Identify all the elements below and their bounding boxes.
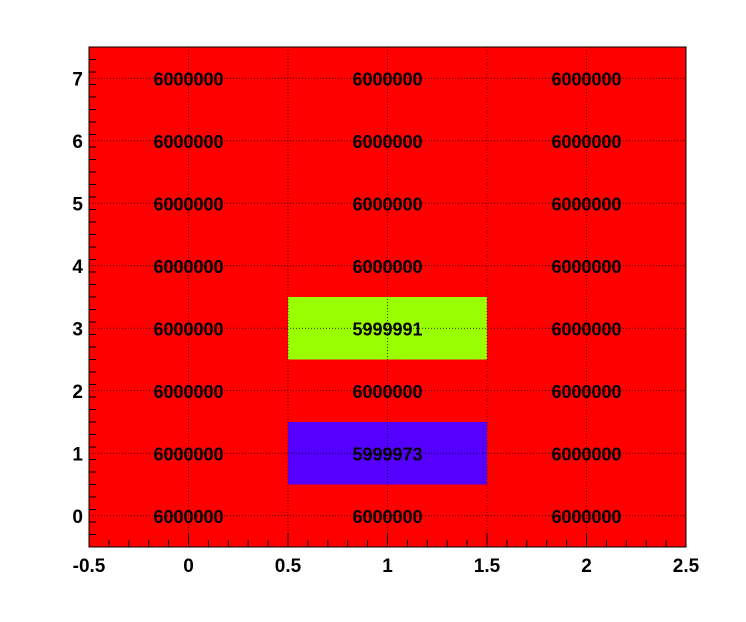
y-axis: 0 1 2 3 4 5 6 7 bbox=[72, 46, 96, 548]
heatmap-cell bbox=[288, 47, 487, 110]
cell-value-label: 5999991 bbox=[352, 319, 422, 339]
x-axis: -0.5 0 0.5 1 1.5 2 2.5 bbox=[73, 533, 700, 577]
y-tick-label: 7 bbox=[72, 69, 83, 90]
y-tick-label: 1 bbox=[72, 444, 83, 465]
cell-value-label: 6000000 bbox=[551, 69, 621, 89]
y-tick-label: 3 bbox=[72, 319, 83, 340]
cell-value-label: 6000000 bbox=[551, 507, 621, 527]
x-tick-label: 0.5 bbox=[275, 556, 302, 577]
cell-value-label: 6000000 bbox=[551, 194, 621, 214]
y-tick-label: 0 bbox=[72, 507, 83, 528]
heatmap-cell bbox=[288, 297, 487, 360]
cell-value-label: 6000000 bbox=[153, 194, 223, 214]
cell-value-label: 6000000 bbox=[551, 319, 621, 339]
cell-value-label: 6000000 bbox=[153, 257, 223, 277]
heatmap-cell bbox=[487, 297, 686, 360]
cell-value-label: 6000000 bbox=[352, 257, 422, 277]
cell-value-label: 6000000 bbox=[551, 382, 621, 402]
heatmap-cell bbox=[487, 234, 686, 297]
y-tick-label: 2 bbox=[72, 382, 83, 403]
cell-value-label: 6000000 bbox=[551, 132, 621, 152]
cell-value-label: 5999973 bbox=[352, 444, 422, 464]
heatmap-cell bbox=[288, 234, 487, 297]
cell-value-label: 6000000 bbox=[153, 132, 223, 152]
heatmap-cell bbox=[487, 422, 686, 485]
y-tick-label: 5 bbox=[72, 194, 83, 215]
x-tick-label: 2.5 bbox=[673, 556, 700, 577]
cell-value-labels: 6000000 6000000 6000000 6000000 5999973 60000… bbox=[153, 69, 621, 527]
heatmap-cell bbox=[288, 359, 487, 422]
cell-value-label: 6000000 bbox=[153, 382, 223, 402]
cell-value-label: 6000000 bbox=[153, 444, 223, 464]
x-tick-label: 1 bbox=[382, 556, 393, 577]
heatmap-cell bbox=[288, 422, 487, 485]
cell-value-label: 6000000 bbox=[153, 507, 223, 527]
cell-value-label: 6000000 bbox=[352, 194, 422, 214]
cell-value-label: 6000000 bbox=[352, 132, 422, 152]
cell-value-label: 6000000 bbox=[352, 507, 422, 527]
x-tick-label: -0.5 bbox=[73, 556, 106, 577]
heatmap-cell bbox=[487, 47, 686, 110]
cell-value-label: 6000000 bbox=[352, 382, 422, 402]
cell-value-label: 6000000 bbox=[153, 319, 223, 339]
cell-value-label: 6000000 bbox=[352, 69, 422, 89]
cell-value-label: 6000000 bbox=[551, 257, 621, 277]
y-tick-label: 4 bbox=[72, 257, 83, 278]
y-tick-label: 6 bbox=[72, 132, 83, 153]
x-tick-label: 2 bbox=[581, 556, 592, 577]
x-tick-label: 1.5 bbox=[474, 556, 501, 577]
cell-value-label: 6000000 bbox=[551, 444, 621, 464]
cell-value-label: 6000000 bbox=[153, 69, 223, 89]
heatmap-cell bbox=[487, 359, 686, 422]
x-tick-label: 0 bbox=[183, 556, 194, 577]
